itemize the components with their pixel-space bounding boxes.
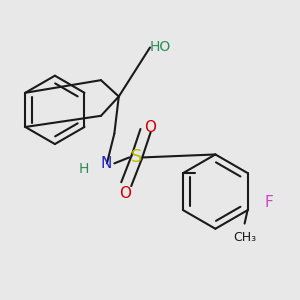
Text: N: N (101, 156, 112, 171)
Text: HO: HO (150, 40, 171, 55)
Text: CH₃: CH₃ (233, 231, 256, 244)
Text: H: H (79, 162, 89, 176)
Text: F: F (264, 194, 273, 209)
Text: S: S (131, 148, 142, 166)
Text: O: O (144, 120, 156, 135)
Text: O: O (119, 186, 131, 201)
